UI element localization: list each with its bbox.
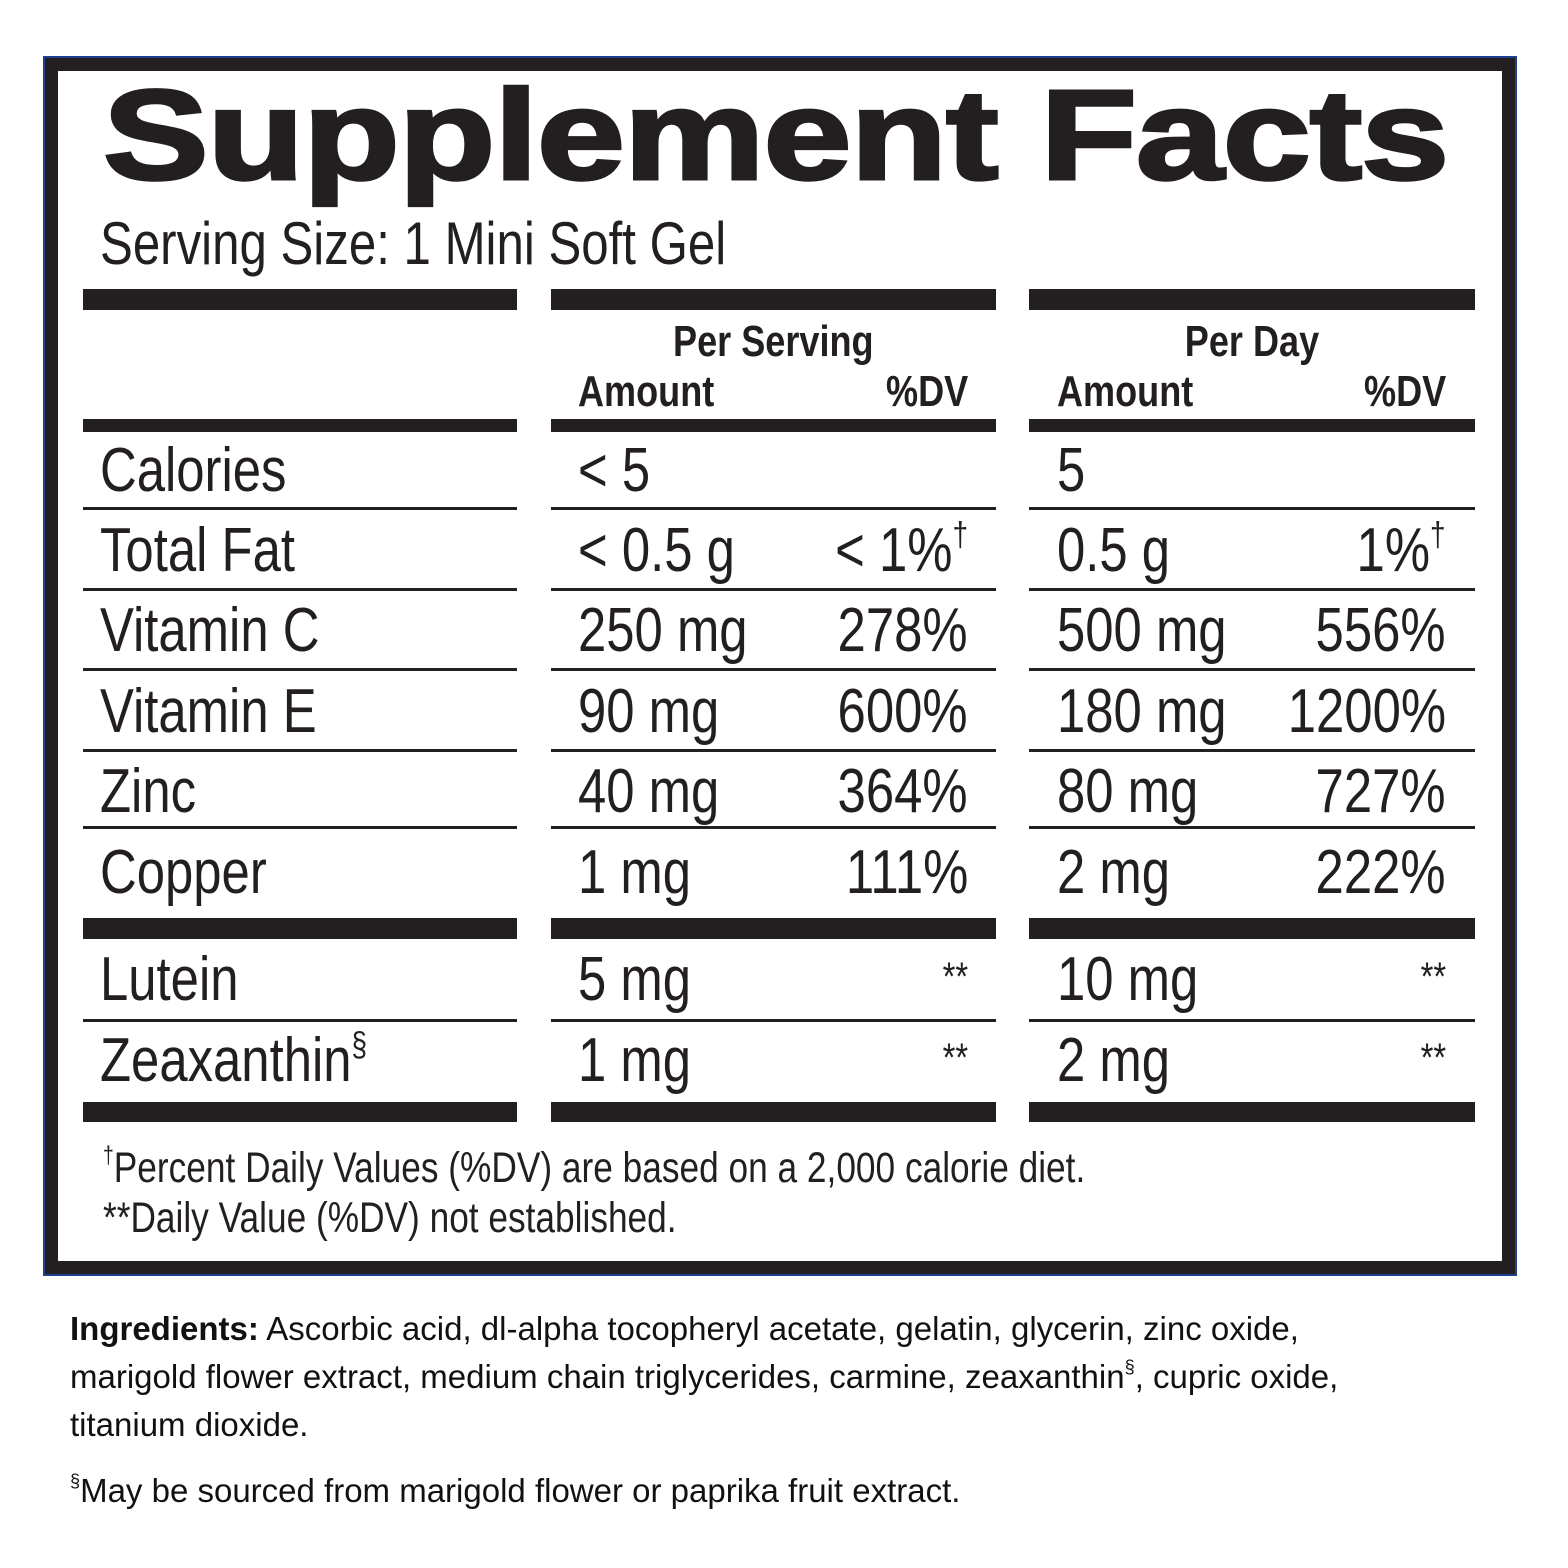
supplement-facts-panel [43, 56, 1517, 1276]
serving-dv-header: %DV [885, 367, 968, 416]
ingredients-line-1: Ingredients: Ascorbic acid, dl-alpha toc… [70, 1310, 1299, 1347]
thin-rule [1029, 826, 1475, 829]
thin-rule [83, 668, 517, 671]
day-amount-header: Amount [1057, 367, 1194, 416]
thick-rule [551, 289, 996, 310]
per-serving-header: Per Serving [673, 317, 874, 366]
per-serving-amount: 250 mg [578, 596, 748, 665]
nutrient-name: Total Fat [100, 516, 295, 585]
thin-rule [1029, 749, 1475, 752]
thin-rule [1029, 588, 1475, 591]
thick-rule [83, 419, 517, 432]
thin-rule [1029, 668, 1475, 671]
thin-rule [551, 668, 996, 671]
per-day-dv: 1%† [1356, 516, 1446, 585]
thin-rule [83, 826, 517, 829]
per-serving-dv: < 1%† [835, 516, 968, 585]
per-serving-dv: 111% [845, 838, 968, 907]
serving-amount-header: Amount [578, 367, 715, 416]
per-day-dv: 556% [1315, 596, 1446, 665]
thick-rule [551, 419, 996, 432]
nutrient-name: Zinc [100, 757, 197, 826]
ingredients-line-3: titanium dioxide. [70, 1406, 309, 1443]
per-serving-amount: 5 mg [578, 945, 692, 1014]
thick-rule [551, 918, 996, 939]
thick-rule [83, 1102, 517, 1122]
per-day-dv: ** [1420, 1036, 1446, 1080]
thick-rule [83, 918, 517, 939]
thin-rule [551, 826, 996, 829]
per-day-amount: 10 mg [1057, 945, 1199, 1014]
per-serving-amount: 1 mg [578, 1026, 692, 1095]
thin-rule [551, 1019, 996, 1022]
nutrient-name: Zeaxanthin§ [100, 1026, 368, 1095]
per-day-amount: 5 [1057, 436, 1086, 505]
source-note: §May be sourced from marigold flower or … [70, 1471, 961, 1509]
nutrient-name: Vitamin E [100, 677, 317, 746]
panel-title: Supplement Facts [101, 64, 1451, 207]
per-day-amount: 2 mg [1057, 1026, 1171, 1095]
per-serving-dv: 278% [837, 596, 968, 665]
per-serving-amount: < 5 [578, 436, 651, 505]
per-day-amount: 80 mg [1057, 757, 1199, 826]
nutrient-name: Calories [100, 436, 287, 505]
per-day-amount: 180 mg [1057, 677, 1227, 746]
thick-rule [1029, 419, 1475, 432]
thin-rule [83, 1019, 517, 1022]
per-day-amount: 2 mg [1057, 838, 1171, 907]
serving-size: Serving Size: 1 Mini Soft Gel [100, 210, 727, 277]
thin-rule [83, 749, 517, 752]
per-day-dv: 727% [1315, 757, 1446, 826]
thick-rule [551, 1102, 996, 1122]
per-serving-dv: 364% [837, 757, 968, 826]
per-day-header: Per Day [1184, 317, 1320, 366]
per-serving-dv: ** [942, 955, 968, 999]
per-day-dv: 1200% [1287, 677, 1446, 746]
thick-rule [1029, 289, 1475, 310]
footnote-dagger: †Percent Daily Values (%DV) are based on… [103, 1143, 1086, 1192]
day-dv-header: %DV [1363, 367, 1446, 416]
thick-rule [83, 289, 517, 310]
ingredients-line-2: marigold flower extract, medium chain tr… [70, 1357, 1339, 1395]
per-serving-amount: 90 mg [578, 677, 720, 746]
thick-rule [1029, 1102, 1475, 1122]
per-serving-amount: < 0.5 g [578, 516, 735, 585]
per-day-dv: 222% [1315, 838, 1446, 907]
nutrient-name: Lutein [100, 945, 239, 1014]
per-day-amount: 0.5 g [1057, 516, 1171, 585]
thin-rule [551, 507, 996, 510]
per-day-dv: ** [1420, 955, 1446, 999]
thin-rule [83, 507, 517, 510]
footnote-stars: **Daily Value (%DV) not established. [103, 1194, 677, 1242]
thin-rule [83, 588, 517, 591]
thin-rule [1029, 1019, 1475, 1022]
thin-rule [551, 749, 996, 752]
per-serving-amount: 1 mg [578, 838, 692, 907]
thin-rule [551, 588, 996, 591]
per-serving-dv: 600% [837, 677, 968, 746]
nutrient-name: Vitamin C [100, 596, 320, 665]
per-serving-amount: 40 mg [578, 757, 720, 826]
nutrient-name: Copper [100, 838, 267, 907]
per-day-amount: 500 mg [1057, 596, 1227, 665]
thin-rule [1029, 507, 1475, 510]
thick-rule [1029, 918, 1475, 939]
per-serving-dv: ** [942, 1036, 968, 1080]
